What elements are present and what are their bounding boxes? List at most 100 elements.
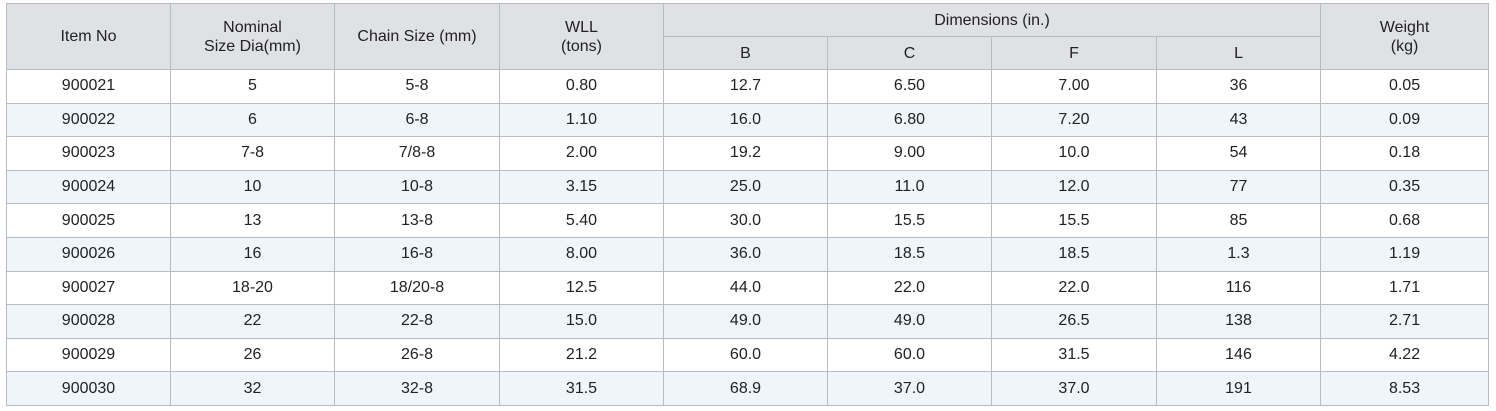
nominal-size-cell: 22 xyxy=(170,304,335,339)
dim-b-cell: 12.7 xyxy=(663,69,828,104)
wll-cell: 5.40 xyxy=(499,203,664,238)
header-chain-size: Chain Size (mm) xyxy=(334,3,500,70)
table-row: 900023 7-8 7/8-8 2.00 19.2 9.00 10.0 54 0.18 xyxy=(6,136,1490,171)
weight-cell: 0.68 xyxy=(1320,203,1490,238)
header-item-no: Item No xyxy=(6,3,171,70)
table-row: 900026 16 16-8 8.00 36.0 18.5 18.5 1.3 1.19 xyxy=(6,236,1490,272)
wll-cell: 21.2 xyxy=(499,337,664,373)
header-wll-line1: WLL xyxy=(565,18,598,36)
dim-b-cell: 68.9 xyxy=(663,371,828,406)
weight-cell: 1.71 xyxy=(1320,270,1490,306)
table-header: Item No Nominal Size Dia(mm) Chain Size … xyxy=(6,3,1490,70)
wll-cell: 0.80 xyxy=(499,69,664,104)
chain-size-cell: 6-8 xyxy=(334,102,500,138)
dim-b-cell: 36.0 xyxy=(663,236,828,272)
header-weight: Weight (kg) xyxy=(1320,3,1490,70)
dim-l-cell: 43 xyxy=(1155,102,1322,138)
table-row: 900030 32 32-8 31.5 68.9 37.0 37.0 191 8.53 xyxy=(6,371,1490,406)
dim-l-cell: 77 xyxy=(1155,169,1322,205)
chain-size-cell: 10-8 xyxy=(334,169,500,205)
item-no-cell: 900024 xyxy=(6,169,171,205)
weight-cell: 0.05 xyxy=(1320,69,1490,104)
dim-c-cell: 6.50 xyxy=(827,69,992,104)
header-weight-line2: (kg) xyxy=(1390,37,1419,55)
dim-f-cell: 26.5 xyxy=(991,304,1157,339)
wll-cell: 8.00 xyxy=(499,236,664,272)
chain-size-cell: 7/8-8 xyxy=(334,136,500,171)
dim-l-cell: 116 xyxy=(1155,270,1322,306)
header-wll-line2: (tons) xyxy=(561,37,602,55)
header-dim-f: F xyxy=(991,36,1157,70)
nominal-size-cell: 32 xyxy=(170,371,335,406)
chain-size-cell: 5-8 xyxy=(334,69,500,104)
table-row: 900025 13 13-8 5.40 30.0 15.5 15.5 85 0.68 xyxy=(6,203,1490,238)
weight-cell: 8.53 xyxy=(1320,371,1490,406)
dim-c-cell: 60.0 xyxy=(827,337,992,373)
item-no-cell: 900022 xyxy=(6,102,171,138)
dim-l-cell: 138 xyxy=(1155,304,1322,339)
table-body: 900021 5 5-8 0.80 12.7 6.50 7.00 36 0.05 900022 6 6… xyxy=(6,69,1490,406)
dim-f-cell: 37.0 xyxy=(991,371,1157,406)
dim-l-cell: 85 xyxy=(1155,203,1322,238)
dim-f-cell: 15.5 xyxy=(991,203,1157,238)
weight-cell: 0.35 xyxy=(1320,169,1490,205)
chain-size-cell: 13-8 xyxy=(334,203,500,238)
weight-cell: 1.19 xyxy=(1320,236,1490,272)
spec-table: Item No Nominal Size Dia(mm) Chain Size … xyxy=(6,3,1490,406)
header-dim-b: B xyxy=(663,36,828,70)
nominal-size-cell: 7-8 xyxy=(170,136,335,171)
dim-b-cell: 44.0 xyxy=(663,270,828,306)
header-dimensions: Dimensions (in.) xyxy=(662,3,1322,37)
nominal-size-cell: 10 xyxy=(170,169,335,205)
table-row: 900021 5 5-8 0.80 12.7 6.50 7.00 36 0.05 xyxy=(6,69,1490,104)
table-row: 900024 10 10-8 3.15 25.0 11.0 12.0 77 0.35 xyxy=(6,169,1490,205)
dim-f-cell: 18.5 xyxy=(991,236,1157,272)
weight-cell: 0.09 xyxy=(1320,102,1490,138)
wll-cell: 31.5 xyxy=(499,371,664,406)
dim-b-cell: 30.0 xyxy=(663,203,828,238)
chain-size-cell: 26-8 xyxy=(334,337,500,373)
chain-size-cell: 22-8 xyxy=(334,304,500,339)
item-no-cell: 900029 xyxy=(6,337,171,373)
dim-f-cell: 7.20 xyxy=(991,102,1157,138)
dim-c-cell: 9.00 xyxy=(827,136,992,171)
item-no-cell: 900030 xyxy=(6,371,171,406)
table-row: 900022 6 6-8 1.10 16.0 6.80 7.20 43 0.09 xyxy=(6,102,1490,138)
item-no-cell: 900025 xyxy=(6,203,171,238)
dim-l-cell: 146 xyxy=(1155,337,1322,373)
dim-l-cell: 36 xyxy=(1155,69,1322,104)
dim-c-cell: 22.0 xyxy=(827,270,992,306)
dim-f-cell: 31.5 xyxy=(991,337,1157,373)
item-no-cell: 900027 xyxy=(6,270,171,306)
header-nominal-size: Nominal Size Dia(mm) xyxy=(170,3,335,70)
dim-f-cell: 22.0 xyxy=(991,270,1157,306)
dim-c-cell: 15.5 xyxy=(827,203,992,238)
weight-cell: 4.22 xyxy=(1320,337,1490,373)
dim-b-cell: 19.2 xyxy=(663,136,828,171)
table-row: 900027 18-20 18/20-8 12.5 44.0 22.0 22.0 116 1.7… xyxy=(6,270,1490,306)
header-nominal-line2: Size Dia(mm) xyxy=(204,37,301,55)
dim-c-cell: 11.0 xyxy=(827,169,992,205)
chain-size-cell: 18/20-8 xyxy=(334,270,500,306)
spec-table-container: Item No Nominal Size Dia(mm) Chain Size … xyxy=(6,3,1490,406)
table-row: 900029 26 26-8 21.2 60.0 60.0 31.5 146 4.22 xyxy=(6,337,1490,373)
header-dim-l: L xyxy=(1155,36,1322,70)
header-weight-line1: Weight xyxy=(1379,18,1430,36)
dim-l-cell: 1.3 xyxy=(1155,236,1322,272)
dim-b-cell: 25.0 xyxy=(663,169,828,205)
item-no-cell: 900026 xyxy=(6,236,171,272)
chain-size-cell: 16-8 xyxy=(334,236,500,272)
dim-b-cell: 49.0 xyxy=(663,304,828,339)
item-no-cell: 900023 xyxy=(6,136,171,171)
table-row: 900028 22 22-8 15.0 49.0 49.0 26.5 138 2.71 xyxy=(6,304,1490,339)
nominal-size-cell: 13 xyxy=(170,203,335,238)
nominal-size-cell: 18-20 xyxy=(170,270,335,306)
nominal-size-cell: 16 xyxy=(170,236,335,272)
nominal-size-cell: 26 xyxy=(170,337,335,373)
dim-b-cell: 16.0 xyxy=(663,102,828,138)
wll-cell: 15.0 xyxy=(499,304,664,339)
header-dim-c: C xyxy=(827,36,992,70)
dim-b-cell: 60.0 xyxy=(663,337,828,373)
dim-f-cell: 12.0 xyxy=(991,169,1157,205)
header-wll: WLL (tons) xyxy=(499,3,664,70)
